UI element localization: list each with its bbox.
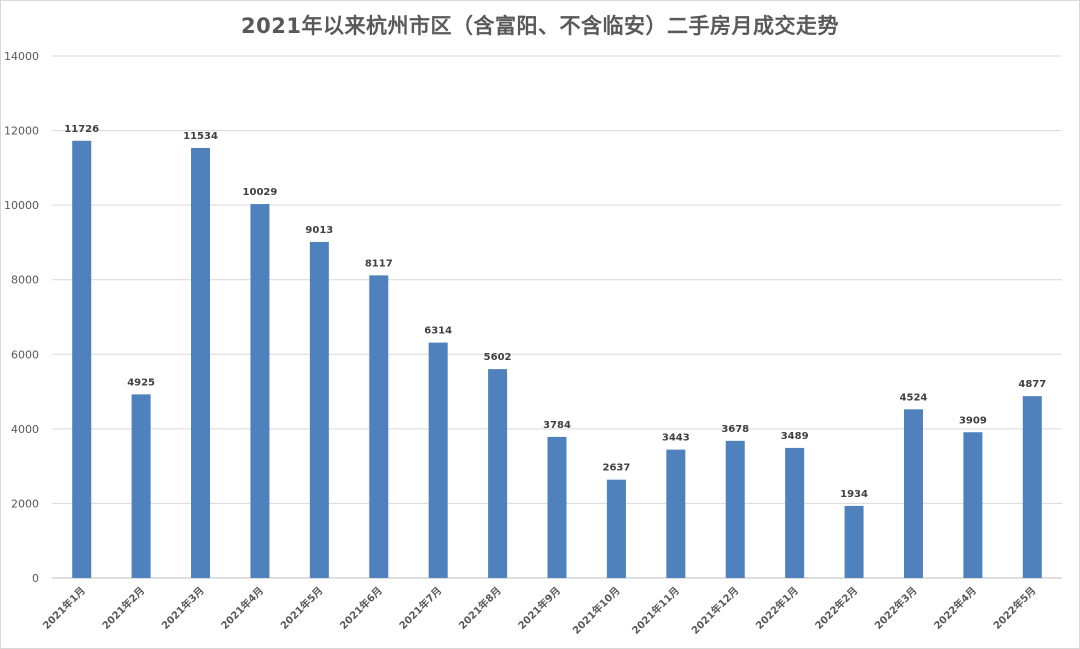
data-label: 6314 bbox=[424, 326, 452, 337]
x-tick-label: 2022年1月 bbox=[753, 584, 801, 632]
gridlines bbox=[52, 55, 1062, 579]
data-label: 3784 bbox=[543, 420, 571, 431]
data-label: 4925 bbox=[127, 377, 155, 388]
bar bbox=[844, 505, 864, 578]
y-tick-label: 8000 bbox=[11, 274, 39, 287]
data-label: 10029 bbox=[243, 187, 278, 198]
y-tick-label: 10000 bbox=[4, 199, 39, 212]
x-tick-label: 2021年2月 bbox=[99, 584, 147, 632]
data-label: 3489 bbox=[781, 431, 809, 442]
x-tick-label: 2022年3月 bbox=[872, 584, 920, 632]
y-tick-label: 12000 bbox=[4, 125, 39, 138]
x-axis-ticks: 2021年1月 2021年2月 2021年3月 2021年4月 2021年5月 2021年… bbox=[40, 584, 1039, 637]
bar bbox=[666, 449, 686, 578]
x-tick-label: 2021年11月 bbox=[629, 584, 682, 637]
y-tick-label: 6000 bbox=[11, 348, 39, 361]
chart-title: 2021年以来杭州市区（含富阳、不含临安）二手房月成交走势 bbox=[241, 14, 839, 38]
bar bbox=[428, 342, 448, 578]
x-tick-label: 2021年9月 bbox=[515, 584, 563, 632]
x-tick-label: 2021年1月 bbox=[40, 584, 88, 632]
data-label: 4877 bbox=[1018, 379, 1046, 390]
x-tick-label: 2022年2月 bbox=[812, 584, 860, 632]
x-tick-label: 2021年3月 bbox=[159, 584, 207, 632]
bar bbox=[72, 140, 92, 578]
data-label: 11534 bbox=[183, 131, 218, 142]
y-tick-label: 0 bbox=[32, 572, 39, 585]
data-label: 1934 bbox=[840, 489, 868, 500]
x-tick-label: 2021年12月 bbox=[689, 584, 742, 637]
bar bbox=[606, 479, 626, 578]
x-tick-label: 2021年6月 bbox=[337, 584, 385, 632]
bar bbox=[488, 369, 508, 578]
x-tick-label: 2022年5月 bbox=[990, 584, 1038, 632]
bar bbox=[547, 436, 567, 578]
bar bbox=[785, 447, 805, 578]
data-label: 2637 bbox=[602, 463, 630, 474]
x-tick-label: 2021年10月 bbox=[570, 584, 623, 637]
x-tick-label: 2021年4月 bbox=[218, 584, 266, 632]
data-label: 3909 bbox=[959, 415, 987, 426]
x-tick-label: 2021年8月 bbox=[456, 584, 504, 632]
x-tick-label: 2022年4月 bbox=[931, 584, 979, 632]
y-tick-label: 4000 bbox=[11, 423, 39, 436]
data-labels: 11726 4925 11534 10029 9013 8117 6314 5602 3784 2… bbox=[64, 124, 1046, 500]
bar bbox=[725, 440, 745, 578]
bar bbox=[131, 394, 151, 578]
y-tick-label: 2000 bbox=[11, 497, 39, 510]
y-axis-ticks: 0 2000 4000 6000 8000 10000 12000 14000 bbox=[4, 50, 39, 585]
data-label: 8117 bbox=[365, 258, 393, 269]
x-tick-label: 2021年5月 bbox=[278, 584, 326, 632]
bars bbox=[72, 140, 1042, 579]
data-label: 3678 bbox=[721, 424, 749, 435]
data-label: 3443 bbox=[662, 433, 690, 444]
data-label: 9013 bbox=[305, 225, 333, 236]
bar bbox=[309, 241, 329, 579]
bar bbox=[963, 432, 983, 578]
data-label: 4524 bbox=[900, 392, 928, 403]
data-label: 5602 bbox=[484, 352, 512, 363]
x-tick-label: 2021年7月 bbox=[396, 584, 444, 632]
y-tick-label: 14000 bbox=[4, 50, 39, 63]
bar bbox=[369, 275, 389, 578]
bar bbox=[250, 204, 270, 578]
data-label: 11726 bbox=[64, 124, 99, 135]
bar bbox=[1022, 396, 1042, 578]
bar bbox=[903, 409, 923, 578]
bar bbox=[191, 147, 211, 578]
